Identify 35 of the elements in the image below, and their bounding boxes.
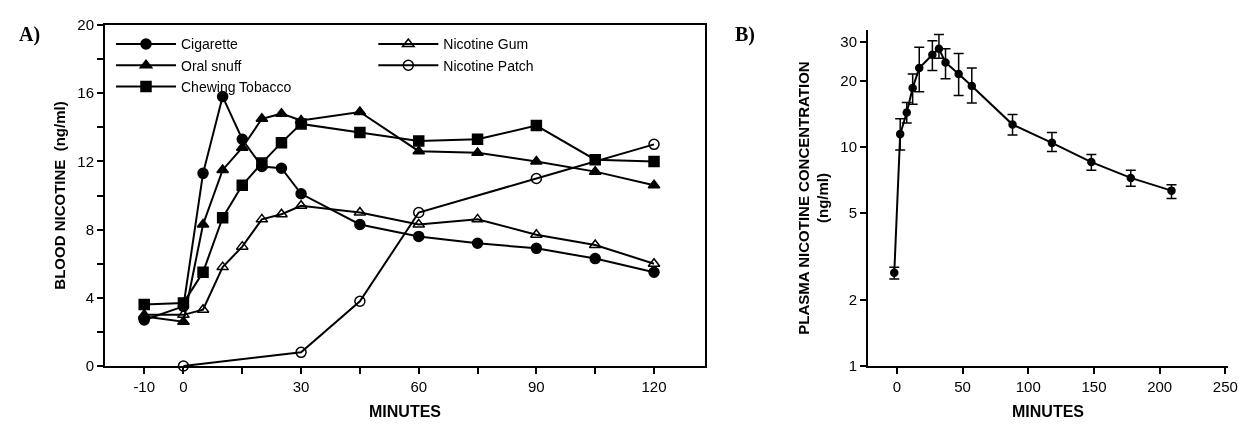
y-tick-label: 4 — [85, 289, 94, 307]
legend-label: Nicotine Patch — [443, 57, 534, 74]
y-tick-label: 10 — [840, 137, 857, 155]
x-tick-label: 0 — [179, 378, 188, 395]
y-tick-label: 16 — [77, 84, 94, 102]
y-tick-label: 0 — [85, 357, 94, 375]
x-tick-label: -10 — [133, 378, 156, 395]
x-tick-label: 50 — [954, 378, 971, 395]
y-tick-label: 1 — [848, 357, 857, 375]
x-axis-title: MINUTES — [1012, 403, 1085, 421]
text: A) — [19, 23, 41, 46]
y-axis-title: BLOOD NICOTINE (ng/ml) — [51, 101, 69, 290]
x-tick-label: 250 — [1212, 378, 1238, 395]
y-axis-title: PLASMA NICOTINE CONCENTRATION (ng/ml) — [794, 61, 832, 335]
x-tick-label: 100 — [1015, 378, 1041, 395]
text: B) — [735, 23, 755, 46]
y-tick-label: 12 — [77, 152, 94, 170]
y-tick-label: 20 — [840, 71, 857, 89]
y-tick-label: 2 — [848, 291, 857, 309]
x-tick-label: 30 — [292, 378, 310, 395]
x-tick-label: 120 — [641, 378, 667, 395]
x-tick-label: 200 — [1147, 378, 1173, 395]
x-tick-label: 60 — [410, 378, 428, 395]
legend-label: Nicotine Gum — [443, 36, 529, 53]
x-tick-label: 0 — [892, 378, 902, 395]
y-tick-label: 30 — [840, 33, 857, 51]
legend-label: Cigarette — [181, 36, 239, 53]
legend-label: Oral snuff — [181, 57, 242, 74]
x-tick-label: 90 — [528, 378, 545, 395]
y-tick-label: 5 — [848, 203, 857, 221]
x-axis-title: MINUTES — [369, 403, 442, 421]
x-tick-label: 150 — [1081, 378, 1107, 395]
y-tick-label: 8 — [85, 220, 94, 238]
legend-label: Chewing Tobacco — [181, 78, 292, 95]
y-tick-label: 20 — [77, 16, 94, 34]
